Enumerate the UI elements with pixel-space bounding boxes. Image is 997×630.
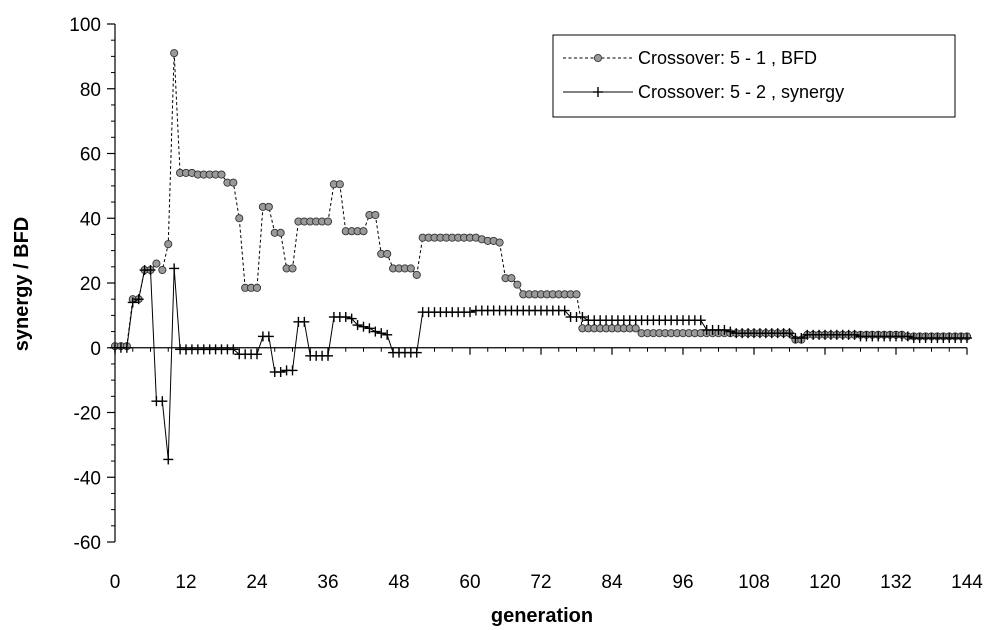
x-tick-label: 96: [672, 572, 693, 593]
circle-marker: [323, 217, 333, 226]
x-tick-label: 120: [809, 572, 841, 593]
y-tick-label: 0: [90, 339, 101, 360]
x-tick-label: 36: [317, 572, 338, 593]
circle-marker: [631, 324, 640, 333]
legend-box: [552, 34, 956, 118]
circle-marker: [383, 249, 392, 258]
y-tick-label: -40: [74, 468, 101, 489]
circle-marker: [264, 202, 273, 211]
y-axis-title: synergy / BFD: [11, 217, 33, 351]
circle-marker: [593, 53, 603, 63]
circle-marker: [170, 49, 179, 58]
y-tick-label: 60: [80, 145, 101, 166]
circle-marker: [229, 178, 238, 187]
series-2: [110, 263, 972, 465]
x-tick-label: 0: [110, 572, 121, 593]
x-tick-label: 84: [601, 572, 623, 593]
circle-marker: [335, 180, 344, 189]
circle-marker: [164, 240, 173, 249]
circle-marker: [513, 280, 522, 289]
x-tick-label: 48: [388, 572, 409, 593]
series-layer: [110, 49, 972, 465]
x-tick-label: 60: [459, 572, 480, 593]
circle-marker: [572, 290, 581, 299]
circle-marker: [276, 228, 285, 237]
x-tick-label: 72: [530, 572, 551, 593]
y-tick-label: 20: [80, 274, 101, 295]
x-tick-label: 144: [951, 572, 983, 593]
legend: Crossover: 5 - 1 , BFD Crossover: 5 - 2 ,…: [552, 34, 956, 118]
x-tick-label: 132: [880, 572, 912, 593]
circle-marker: [152, 259, 161, 268]
y-tick-label: 80: [80, 80, 101, 101]
circle-marker: [507, 274, 516, 283]
y-tick-label: 100: [69, 15, 101, 36]
x-tick-label: 24: [246, 572, 268, 593]
legend-label: Crossover: 5 - 1 , BFD: [638, 48, 817, 68]
circle-marker: [359, 227, 368, 236]
circle-marker: [412, 270, 421, 279]
x-tick-label: 12: [175, 572, 196, 593]
circle-marker: [371, 210, 380, 220]
y-tick-label: -60: [74, 533, 101, 554]
x-tick-label: 108: [738, 572, 770, 593]
axes: 100 80 60 40 20 0 -20 -40 -60 0 12 24 36 48 60 72 84 96 10…: [69, 15, 983, 593]
y-tick-label: 40: [80, 209, 101, 230]
y-tick-label: -20: [74, 404, 101, 425]
circle-marker: [217, 170, 226, 179]
legend-label: Crossover: 5 - 2 , synergy: [638, 82, 844, 102]
circle-marker: [288, 264, 297, 273]
circle-marker: [252, 283, 262, 292]
circle-marker: [495, 238, 504, 247]
circle-marker: [406, 264, 415, 273]
circle-marker: [158, 265, 167, 275]
circle-marker: [235, 214, 244, 223]
x-axis-title: generation: [491, 605, 593, 627]
